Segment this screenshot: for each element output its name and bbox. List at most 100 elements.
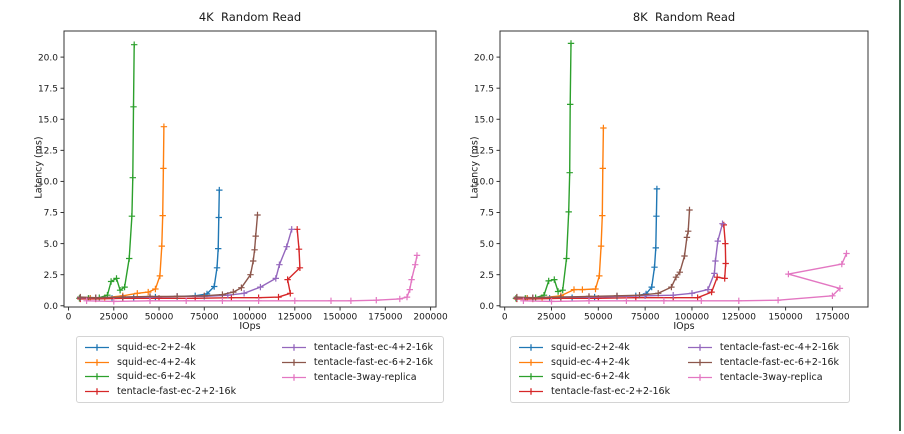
legend-label: squid-ec-6+2-4k bbox=[551, 371, 630, 383]
legend-line-icon bbox=[519, 358, 543, 366]
series-markers-tentacle-fast-ec-4+2-16k bbox=[77, 226, 295, 301]
legend-item-squid-ec-2+2-4k: squid-ec-2+2-4k bbox=[518, 340, 670, 355]
series-line-squid-ec-6+2-4k bbox=[515, 43, 572, 299]
y-tick-label: 2.5 bbox=[44, 271, 58, 281]
figure-4k-random-read: 4K Random Read Latency (ms) 0 25000 50000 7… bbox=[34, 10, 448, 403]
chart-title-4k: 4K Random Read bbox=[198, 10, 302, 24]
series-line-tentacle-fast-ec-6+2-16k bbox=[516, 209, 691, 299]
y-tick-label: 20.0 bbox=[474, 53, 494, 63]
legend-label: tentacle-fast-ec-2+2-16k bbox=[551, 386, 671, 398]
legend-line-icon bbox=[519, 388, 543, 395]
legend-item-tentacle-fast-ec-4+2-16k: tentacle-fast-ec-4+2-16k bbox=[687, 340, 839, 355]
legend-label: tentacle-fast-ec-4+2-16k bbox=[719, 342, 839, 354]
x-tick-label: 25000 bbox=[537, 313, 566, 323]
legend-label: squid-ec-2+2-4k bbox=[117, 341, 196, 353]
x-tick-label: 100000 bbox=[675, 313, 710, 323]
x-axis-label-8k: IOps bbox=[673, 321, 695, 332]
y-tick-label: 0.0 bbox=[44, 302, 59, 312]
legend-item-tentacle-3way-replica: tentacle-3way-replica bbox=[281, 370, 433, 385]
legend-8k: squid-ec-2+2-4k squid-ec-4+2-4k squid-ec-6… bbox=[510, 336, 850, 403]
legend-label: squid-ec-4+2-4k bbox=[551, 356, 630, 368]
y-tick-label: 17.5 bbox=[474, 84, 494, 94]
legend-label: tentacle-fast-ec-6+2-16k bbox=[313, 357, 433, 369]
legend-line-icon bbox=[281, 344, 306, 351]
series-line-tentacle-fast-ec-2+2-16k bbox=[516, 224, 727, 300]
plot-border bbox=[499, 30, 869, 308]
series-markers-squid-ec-4+2-4k bbox=[77, 123, 168, 302]
y-tick-label: 17.5 bbox=[38, 84, 58, 94]
series-markers-tentacle-fast-ec-6+2-16k bbox=[513, 206, 693, 301]
legend-column: tentacle-fast-ec-4+2-16k tentacle-fast-ec… bbox=[281, 340, 433, 399]
x-axis-label-4k: IOps bbox=[239, 321, 261, 332]
series-line-squid-ec-2+2-4k bbox=[80, 190, 220, 299]
series-line-squid-ec-4+2-4k bbox=[80, 126, 165, 299]
y-tick-label: 2.5 bbox=[480, 271, 494, 281]
series-markers-tentacle-3way-replica bbox=[520, 250, 850, 305]
series-line-tentacle-fast-ec-4+2-16k bbox=[516, 223, 724, 299]
y-tick-label: 10.0 bbox=[38, 178, 58, 188]
legend-label: tentacle-3way-replica bbox=[313, 372, 417, 384]
legend-line-icon bbox=[281, 374, 306, 382]
legend-item-squid-ec-6+2-4k: squid-ec-6+2-4k bbox=[518, 370, 670, 385]
chart-title-8k: 8K Random Read bbox=[632, 10, 736, 24]
series-line-tentacle-fast-ec-6+2-16k bbox=[80, 214, 259, 299]
legend-label: squid-ec-2+2-4k bbox=[551, 341, 630, 353]
legend-item-tentacle-fast-ec-6+2-16k: tentacle-fast-ec-6+2-16k bbox=[687, 355, 839, 370]
x-tick-label: 75000 bbox=[631, 313, 660, 323]
x-tick-label: 200000 bbox=[413, 313, 448, 323]
legend-column: squid-ec-2+2-4k squid-ec-4+2-4k squid-ec-6… bbox=[518, 340, 670, 399]
x-tick-label: 150000 bbox=[768, 313, 803, 323]
legend-column: squid-ec-2+2-4k squid-ec-4+2-4k squid-ec-6… bbox=[84, 340, 236, 399]
page-right-accent-bar bbox=[899, 0, 901, 431]
x-tick-label: 0 bbox=[502, 313, 508, 323]
series-markers-squid-ec-2+2-4k bbox=[513, 185, 661, 302]
y-tick-label: 5.0 bbox=[480, 240, 495, 250]
legend-label: tentacle-fast-ec-6+2-16k bbox=[719, 357, 839, 369]
legend-line-icon bbox=[85, 358, 109, 366]
legend-line-icon bbox=[85, 344, 109, 351]
series-line-squid-ec-2+2-4k bbox=[516, 188, 658, 299]
legend-line-icon bbox=[687, 359, 712, 367]
x-tick-label: 175000 bbox=[815, 313, 850, 323]
x-tick-label: 100000 bbox=[232, 313, 267, 323]
series-line-squid-ec-4+2-4k bbox=[516, 127, 605, 299]
series-line-tentacle-fast-ec-2+2-16k bbox=[80, 229, 301, 300]
series-markers-tentacle-3way-replica bbox=[83, 252, 421, 305]
legend-line-icon bbox=[281, 359, 306, 367]
plot-area-8k: 0 25000 50000 75000 100000 125000 150000 175000… bbox=[474, 30, 869, 323]
legend-item-squid-ec-4+2-4k: squid-ec-4+2-4k bbox=[518, 355, 670, 370]
y-tick-label: 12.5 bbox=[474, 147, 494, 157]
legend-line-icon bbox=[85, 388, 109, 395]
series-line-tentacle-3way-replica bbox=[86, 255, 418, 303]
figure-8k-random-read: 8K Random Read Latency (ms) 0 25000 50000 7… bbox=[452, 0, 904, 434]
x-tick-label: 150000 bbox=[323, 313, 358, 323]
y-tick-label: 0.0 bbox=[480, 302, 495, 312]
series-line-squid-ec-6+2-4k bbox=[79, 44, 135, 299]
x-tick-label: 0 bbox=[66, 313, 72, 323]
legend-label: squid-ec-6+2-4k bbox=[117, 371, 196, 383]
series-markers-tentacle-fast-ec-6+2-16k bbox=[77, 211, 261, 301]
y-tick-label: 10.0 bbox=[474, 178, 494, 188]
x-tick-label: 175000 bbox=[368, 313, 403, 323]
x-tick-label: 50000 bbox=[584, 313, 613, 323]
plot-border bbox=[63, 30, 437, 308]
x-tick-label: 50000 bbox=[145, 313, 174, 323]
x-tick-label: 125000 bbox=[278, 313, 313, 323]
x-tick-label: 125000 bbox=[722, 313, 757, 323]
x-tick-label: 75000 bbox=[190, 313, 219, 323]
legend-line-icon bbox=[85, 373, 109, 381]
series-markers-squid-ec-6+2-4k bbox=[512, 40, 575, 302]
legend-column: tentacle-fast-ec-4+2-16k tentacle-fast-ec… bbox=[687, 340, 839, 399]
legend-item-tentacle-fast-ec-2+2-16k: tentacle-fast-ec-2+2-16k bbox=[84, 384, 236, 399]
series-markers-squid-ec-2+2-4k bbox=[77, 186, 223, 302]
legend-item-tentacle-3way-replica: tentacle-3way-replica bbox=[687, 370, 839, 385]
plot-area-4k: 0 25000 50000 75000 100000 125000 150000 175000… bbox=[38, 30, 448, 323]
legend-item-squid-ec-4+2-4k: squid-ec-4+2-4k bbox=[84, 355, 236, 370]
legend-label: squid-ec-4+2-4k bbox=[117, 356, 196, 368]
legend-item-squid-ec-2+2-4k: squid-ec-2+2-4k bbox=[84, 340, 236, 355]
legend-item-squid-ec-6+2-4k: squid-ec-6+2-4k bbox=[84, 370, 236, 385]
legend-label: tentacle-fast-ec-4+2-16k bbox=[313, 342, 433, 354]
series-markers-squid-ec-4+2-4k bbox=[513, 124, 607, 302]
legend-item-tentacle-fast-ec-2+2-16k: tentacle-fast-ec-2+2-16k bbox=[518, 384, 670, 399]
